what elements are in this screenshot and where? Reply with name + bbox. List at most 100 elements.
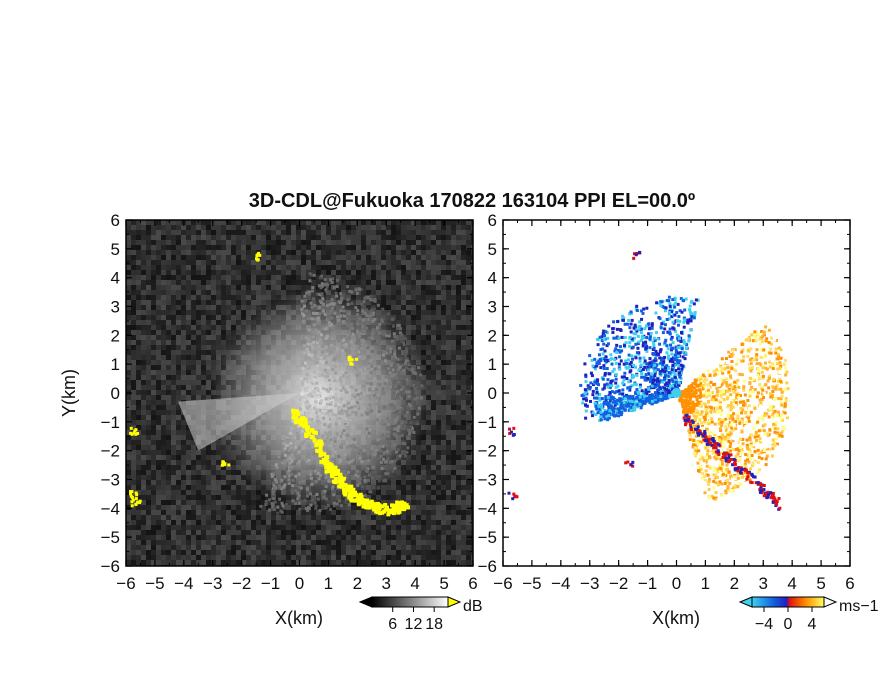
noise-pixel xyxy=(231,245,236,250)
noise-pixel xyxy=(426,305,431,310)
noise-pixel xyxy=(396,495,401,500)
noise-pixel xyxy=(206,555,211,560)
noise-pixel xyxy=(181,375,186,380)
noise-pixel xyxy=(156,480,161,485)
noise-pixel xyxy=(431,350,436,355)
noise-pixel xyxy=(331,250,336,255)
noise-pixel xyxy=(131,550,136,555)
noise-pixel xyxy=(411,230,416,235)
noise-pixel xyxy=(176,485,181,490)
noise-pixel xyxy=(466,460,471,465)
noise-pixel xyxy=(211,495,216,500)
noise-pixel xyxy=(421,480,426,485)
noise-pixel xyxy=(176,555,181,560)
noise-pixel xyxy=(321,560,326,565)
noise-pixel xyxy=(186,455,191,460)
noise-pixel xyxy=(171,525,176,530)
noise-pixel xyxy=(461,375,466,380)
noise-pixel xyxy=(451,345,456,350)
noise-pixel xyxy=(126,310,131,315)
noise-pixel xyxy=(396,230,401,235)
noise-pixel xyxy=(136,340,141,345)
noise-pixel xyxy=(131,255,136,260)
noise-pixel xyxy=(291,270,296,275)
noise-pixel xyxy=(266,495,271,500)
noise-pixel xyxy=(326,275,331,280)
noise-pixel xyxy=(441,350,446,355)
noise-pixel xyxy=(156,350,161,355)
noise-pixel xyxy=(236,270,241,275)
noise-pixel xyxy=(466,525,471,530)
noise-pixel xyxy=(331,505,336,510)
noise-pixel xyxy=(461,560,466,565)
noise-pixel xyxy=(451,240,456,245)
noise-pixel xyxy=(451,225,456,230)
noise-pixel xyxy=(371,225,376,230)
noise-pixel xyxy=(181,510,186,515)
noise-pixel xyxy=(211,475,216,480)
noise-pixel xyxy=(381,285,386,290)
noise-pixel xyxy=(191,285,196,290)
noise-pixel xyxy=(146,530,151,535)
noise-pixel xyxy=(181,370,186,375)
noise-pixel xyxy=(261,225,266,230)
noise-pixel xyxy=(441,290,446,295)
noise-pixel xyxy=(341,275,346,280)
noise-pixel xyxy=(176,360,181,365)
noise-pixel xyxy=(436,225,441,230)
noise-pixel xyxy=(171,425,176,430)
noise-pixel xyxy=(191,320,196,325)
noise-pixel xyxy=(341,265,346,270)
noise-pixel xyxy=(331,525,336,530)
noise-pixel xyxy=(196,285,201,290)
noise-pixel xyxy=(361,235,366,240)
noise-pixel xyxy=(451,465,456,470)
noise-pixel xyxy=(341,270,346,275)
noise-pixel xyxy=(126,250,131,255)
noise-pixel xyxy=(416,255,421,260)
noise-pixel xyxy=(336,245,341,250)
noise-pixel xyxy=(201,515,206,520)
noise-pixel xyxy=(201,280,206,285)
noise-pixel xyxy=(446,480,451,485)
noise-pixel xyxy=(256,300,261,305)
noise-pixel xyxy=(331,240,336,245)
noise-pixel xyxy=(446,225,451,230)
noise-pixel xyxy=(361,525,366,530)
noise-pixel xyxy=(361,280,366,285)
noise-pixel xyxy=(421,465,426,470)
noise-pixel xyxy=(351,560,356,565)
noise-pixel xyxy=(266,270,271,275)
noise-pixel xyxy=(466,415,471,420)
noise-pixel xyxy=(471,490,473,495)
noise-pixel xyxy=(211,225,216,230)
noise-pixel xyxy=(471,250,473,255)
noise-pixel xyxy=(396,540,401,545)
noise-pixel xyxy=(436,390,441,395)
noise-pixel xyxy=(251,280,256,285)
noise-pixel xyxy=(156,295,161,300)
noise-pixel xyxy=(416,280,421,285)
noise-pixel xyxy=(161,265,166,270)
noise-pixel xyxy=(406,550,411,555)
noise-pixel xyxy=(451,245,456,250)
noise-pixel xyxy=(236,475,241,480)
noise-pixel xyxy=(411,545,416,550)
noise-pixel xyxy=(441,515,446,520)
noise-pixel xyxy=(416,540,421,545)
noise-pixel xyxy=(236,305,241,310)
noise-pixel xyxy=(441,305,446,310)
noise-pixel xyxy=(406,285,411,290)
noise-pixel xyxy=(176,455,181,460)
noise-pixel xyxy=(386,495,391,500)
noise-pixel xyxy=(311,240,316,245)
noise-pixel xyxy=(291,535,296,540)
noise-pixel xyxy=(451,280,456,285)
noise-pixel xyxy=(466,375,471,380)
noise-pixel xyxy=(196,485,201,490)
noise-pixel xyxy=(281,515,286,520)
noise-pixel xyxy=(221,235,226,240)
noise-pixel xyxy=(216,245,221,250)
noise-pixel xyxy=(146,415,151,420)
noise-pixel xyxy=(136,285,141,290)
